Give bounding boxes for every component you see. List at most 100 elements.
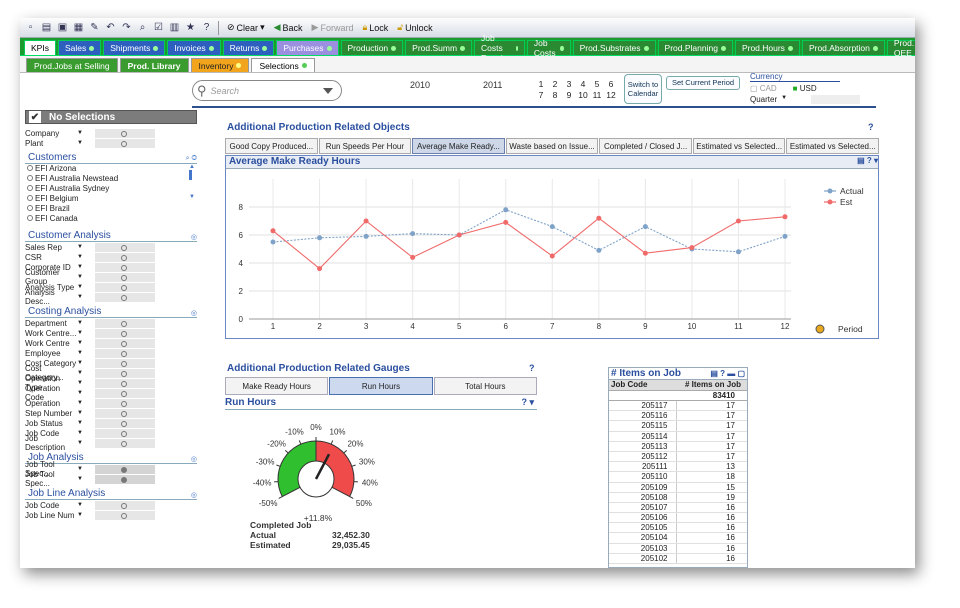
month-10[interactable]: 10: [578, 90, 588, 100]
tab-make-ready-hours[interactable]: Make Ready Hours: [225, 377, 329, 395]
tab-job-costs[interactable]: Job Costs: [526, 38, 571, 58]
subtab-selections[interactable]: Selections: [251, 58, 315, 72]
tab-total-hours[interactable]: Total Hours: [433, 377, 537, 395]
chevron-down-icon[interactable]: ▼: [77, 254, 83, 260]
filter-row[interactable]: Department ▼: [25, 318, 197, 328]
subtab-inventory[interactable]: Inventory: [190, 58, 250, 72]
table-row[interactable]: 205104 16: [609, 533, 747, 544]
table-row[interactable]: 205115 17: [609, 421, 747, 432]
filter-row[interactable]: Customer Group ▼: [25, 268, 197, 286]
year-2011[interactable]: 2011: [483, 80, 503, 90]
filter-value[interactable]: [95, 418, 155, 428]
undo-icon[interactable]: ↶: [106, 22, 115, 33]
tab-purchases[interactable]: Purchases: [276, 40, 339, 55]
filter-value[interactable]: [95, 428, 155, 438]
table-row[interactable]: 205116 17: [609, 411, 747, 422]
open-icon[interactable]: ▤: [41, 22, 52, 33]
filter-row[interactable]: Corporate ID ▼: [25, 262, 197, 272]
lock-button[interactable]: 🔒︎ Lock: [359, 22, 391, 33]
filter-value[interactable]: [95, 398, 155, 408]
currency-cad[interactable]: ▢ CAD: [750, 84, 777, 93]
chevron-down-icon[interactable]: ▼: [77, 420, 83, 426]
filter-row[interactable]: Company ▼: [25, 128, 197, 138]
filter-value[interactable]: [95, 464, 155, 474]
filter-row[interactable]: Job Code ▼: [25, 500, 197, 510]
clear-icon[interactable]: ◎: [190, 234, 197, 241]
list-item[interactable]: EFI Arizona: [25, 164, 197, 174]
chevron-down-icon[interactable]: ▼: [781, 95, 788, 101]
month-2[interactable]: 2: [552, 79, 558, 89]
filter-value[interactable]: [95, 252, 155, 262]
chevron-down-icon[interactable]: ▼: [77, 512, 83, 518]
table-row[interactable]: 205103 16: [609, 543, 747, 554]
chart-tab-3[interactable]: Average Make Ready...: [412, 138, 505, 154]
year-2010[interactable]: 2010: [410, 80, 431, 90]
month-1[interactable]: 1: [538, 79, 544, 89]
filter-value[interactable]: [95, 138, 155, 148]
chevron-down-icon[interactable]: ▼: [77, 390, 83, 396]
help-icon[interactable]: ?: [529, 363, 535, 373]
tab-prod-substrates[interactable]: Prod.Substrates: [572, 40, 656, 55]
chevron-down-icon[interactable]: ▼: [77, 466, 83, 472]
subtab-prod-library[interactable]: Prod. Library: [119, 58, 189, 72]
filter-value[interactable]: [95, 358, 155, 368]
chart-tab-5[interactable]: Completed / Closed J...: [599, 138, 692, 154]
chevron-down-icon[interactable]: ▼: [77, 476, 83, 482]
table-row[interactable]: 205111 13: [609, 462, 747, 473]
filter-row[interactable]: Job Status ▼: [25, 418, 197, 428]
tab-production[interactable]: Production: [340, 40, 404, 55]
month-11[interactable]: 11: [592, 90, 602, 100]
filter-row[interactable]: Analysis Desc... ▼: [25, 288, 197, 306]
filter-value[interactable]: [95, 348, 155, 358]
quarter-field[interactable]: [811, 95, 860, 104]
filter-row[interactable]: Job Code ▼: [25, 428, 197, 438]
table-row[interactable]: 205113 17: [609, 441, 747, 452]
filter-value[interactable]: [95, 438, 155, 448]
table-row[interactable]: 205105 16: [609, 523, 747, 534]
customer-list[interactable]: EFI Arizona EFI Australia Newstead EFI Aus…: [25, 164, 197, 226]
chevron-down-icon[interactable]: ▼: [77, 130, 83, 136]
month-3[interactable]: 3: [566, 79, 572, 89]
clear-icon[interactable]: ◎: [190, 310, 197, 317]
filter-row[interactable]: Work Centre ▼: [25, 338, 197, 348]
chevron-down-icon[interactable]: ▼: [77, 320, 83, 326]
chevron-down-icon[interactable]: ▼: [77, 340, 83, 346]
table-row[interactable]: 205106 16: [609, 513, 747, 524]
clear-button[interactable]: ⊘ Clear ▾: [227, 22, 265, 33]
chevron-down-icon[interactable]: ▼: [77, 330, 83, 336]
scrollbar[interactable]: ▲ ▼: [189, 164, 195, 200]
list-item[interactable]: EFI Canada: [25, 214, 197, 224]
list-item[interactable]: EFI Belgium: [25, 194, 197, 204]
back-button[interactable]: ◀ Back: [271, 22, 306, 33]
help-icon[interactable]: ?: [868, 122, 874, 132]
filter-row[interactable]: Cost Category ▼: [25, 358, 197, 368]
set-current-period-button[interactable]: Set Current Period: [666, 76, 740, 90]
chart-options-icon[interactable]: ▤ ? ▾: [857, 156, 878, 165]
print-icon[interactable]: ▦: [73, 22, 84, 33]
chevron-down-icon[interactable]: ▼: [77, 430, 83, 436]
clear-icon[interactable]: ◎: [190, 456, 197, 463]
filter-row[interactable]: Operation Type ▼: [25, 374, 197, 392]
chevron-down-icon[interactable]: ▼: [77, 264, 83, 270]
month-7[interactable]: 7: [538, 90, 544, 100]
search-box[interactable]: ⚲ Search: [192, 80, 342, 101]
star-icon[interactable]: ★: [186, 22, 195, 33]
filter-value[interactable]: [95, 388, 155, 398]
filter-row[interactable]: Cost Category... ▼: [25, 364, 197, 382]
unlock-button[interactable]: 🔓︎ Unlock: [394, 22, 435, 33]
chevron-down-icon[interactable]: ▼: [77, 140, 83, 146]
filter-value[interactable]: [95, 282, 155, 292]
filter-value[interactable]: [95, 408, 155, 418]
filter-row[interactable]: Plant ▼: [25, 138, 197, 148]
table-row[interactable]: 205112 17: [609, 451, 747, 463]
col-items[interactable]: # Items on Job: [684, 380, 741, 389]
chevron-down-icon[interactable]: [323, 87, 333, 94]
check-icon[interactable]: ☑: [154, 22, 163, 33]
switch-calendar-button[interactable]: Switch to Calendar: [624, 74, 662, 104]
tab-prod-hours[interactable]: Prod.Hours: [734, 40, 800, 55]
filter-row[interactable]: Sales Rep ▼: [25, 242, 197, 252]
tab-prod-oee[interactable]: Prod. OEE: [886, 38, 915, 58]
tab-prod-planning[interactable]: Prod.Planning: [657, 40, 733, 55]
new-icon[interactable]: ▫: [28, 22, 33, 33]
edit-icon[interactable]: ✎: [90, 22, 99, 33]
